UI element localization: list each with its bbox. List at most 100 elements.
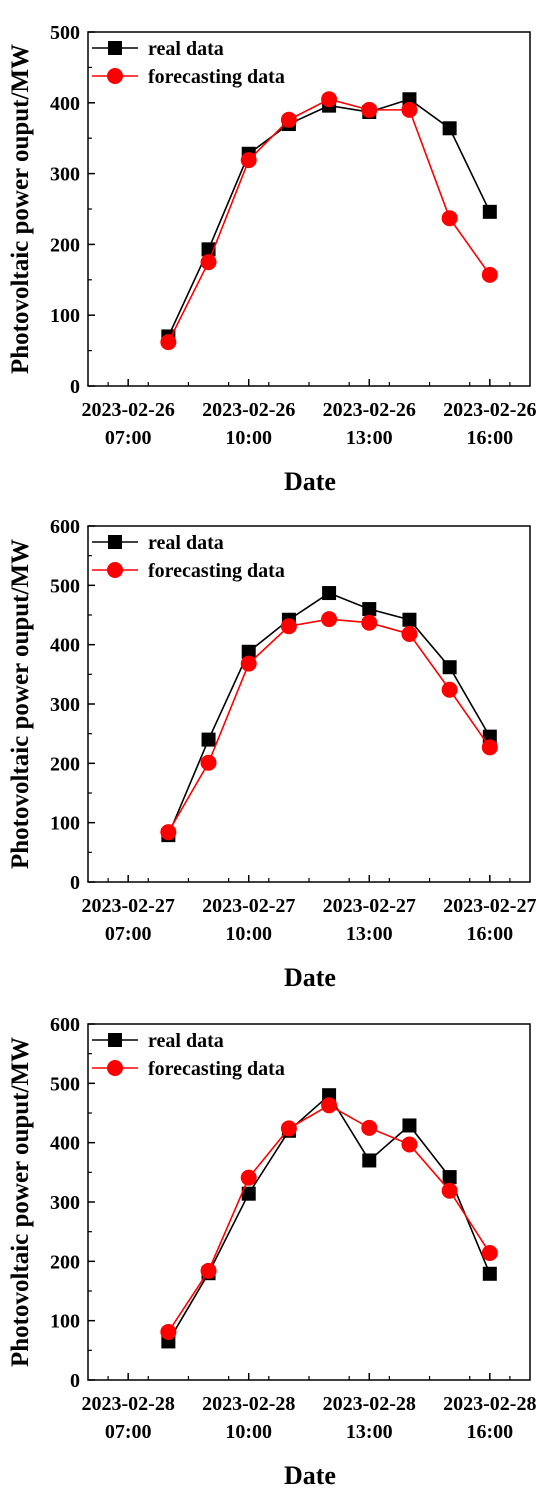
y-tick-label: 200 xyxy=(50,1251,80,1273)
x-axis-title: Date xyxy=(284,467,336,496)
data-point xyxy=(482,204,497,219)
data-point xyxy=(401,101,418,118)
legend-marker xyxy=(107,562,123,578)
x-tick-date: 2023-02-28 xyxy=(323,1393,416,1415)
series-forecasting-data xyxy=(160,1097,498,1340)
data-point xyxy=(241,1186,256,1201)
data-point xyxy=(441,1182,458,1199)
x-tick-date: 2023-02-26 xyxy=(82,399,175,421)
y-tick-label: 500 xyxy=(50,22,80,44)
data-point xyxy=(442,660,457,675)
x-tick-time: 13:00 xyxy=(346,923,393,945)
data-point xyxy=(401,1136,418,1153)
series-line xyxy=(167,618,491,833)
data-point xyxy=(481,266,498,283)
x-tick-time: 16:00 xyxy=(466,923,513,945)
y-tick-label: 400 xyxy=(50,635,80,657)
x-tick-date: 2023-02-27 xyxy=(202,895,295,917)
x-tick-date: 2023-02-26 xyxy=(443,399,536,421)
legend: real data forecasting data xyxy=(92,532,285,582)
data-point xyxy=(240,1169,257,1186)
chart-panel-3: 0 100 200 300 400 500 600 2023-02-28 07:00 2023-0… xyxy=(7,1014,536,1490)
data-point xyxy=(361,1119,378,1136)
data-point xyxy=(280,111,297,128)
data-point xyxy=(201,732,216,747)
y-tick-label: 0 xyxy=(70,1370,80,1392)
y-axis-title: Photovoltaic power ouput/MW xyxy=(7,539,34,869)
x-tick-time: 07:00 xyxy=(105,923,152,945)
y-tick-label: 600 xyxy=(50,516,80,538)
series-line xyxy=(167,98,491,337)
x-tick-date: 2023-02-28 xyxy=(202,1393,295,1415)
legend-marker xyxy=(107,68,123,84)
data-point xyxy=(402,612,417,627)
series-forecasting-data xyxy=(160,611,498,841)
data-point xyxy=(321,611,338,628)
y-tick-label: 300 xyxy=(50,1192,80,1214)
data-point xyxy=(482,1266,497,1281)
y-tick-label: 400 xyxy=(50,93,80,115)
x-tick-time: 16:00 xyxy=(466,427,513,449)
data-point xyxy=(442,121,457,136)
x-tick-date: 2023-02-27 xyxy=(323,895,416,917)
data-point xyxy=(321,1097,338,1114)
series-forecasting-data xyxy=(160,91,498,351)
series-real-data xyxy=(161,1088,497,1349)
series-line xyxy=(167,592,491,836)
y-tick-label: 0 xyxy=(70,872,80,894)
y-tick-label: 200 xyxy=(50,234,80,256)
x-tick-date: 2023-02-27 xyxy=(82,895,175,917)
y-tick-label: 0 xyxy=(70,376,80,398)
x-tick-time: 10:00 xyxy=(225,923,272,945)
x-tick-date: 2023-02-26 xyxy=(202,399,295,421)
legend-label: real data xyxy=(148,1030,224,1052)
legend: real data forecasting data xyxy=(92,1030,285,1080)
x-tick-time: 07:00 xyxy=(105,427,152,449)
x-tick-date: 2023-02-27 xyxy=(443,895,536,917)
data-point xyxy=(361,101,378,118)
legend-label: forecasting data xyxy=(148,560,285,582)
y-axis-title: Photovoltaic power ouput/MW xyxy=(7,44,34,374)
data-point xyxy=(280,1120,297,1137)
data-point xyxy=(241,644,256,659)
data-point xyxy=(322,586,337,601)
y-tick-label: 100 xyxy=(50,813,80,835)
data-point xyxy=(441,210,458,227)
data-point xyxy=(160,824,177,841)
data-point xyxy=(160,1323,177,1340)
y-tick-label: 500 xyxy=(50,1073,80,1095)
y-tick-label: 200 xyxy=(50,753,80,775)
x-tick-time: 13:00 xyxy=(346,1421,393,1443)
data-point xyxy=(280,618,297,635)
data-point xyxy=(160,334,177,351)
legend-marker xyxy=(108,1033,122,1047)
legend: real data forecasting data xyxy=(92,38,285,88)
series-line xyxy=(167,98,491,343)
data-point xyxy=(200,254,217,271)
y-tick-label: 300 xyxy=(50,164,80,186)
legend-label: real data xyxy=(148,532,224,554)
data-point xyxy=(442,1170,457,1185)
x-axis-title: Date xyxy=(284,963,336,992)
series-line xyxy=(167,1104,491,1333)
legend-marker xyxy=(108,41,122,55)
data-point xyxy=(240,655,257,672)
data-point xyxy=(200,1262,217,1279)
y-tick-label: 400 xyxy=(50,1133,80,1155)
x-tick-date: 2023-02-28 xyxy=(443,1393,536,1415)
data-point xyxy=(362,602,377,617)
x-tick-time: 10:00 xyxy=(225,427,272,449)
series-line xyxy=(167,1093,491,1342)
y-tick-label: 300 xyxy=(50,694,80,716)
data-point xyxy=(321,91,338,108)
data-point xyxy=(240,152,257,169)
data-point xyxy=(481,1245,498,1262)
data-point xyxy=(401,625,418,642)
legend-marker xyxy=(108,535,122,549)
data-point xyxy=(481,739,498,756)
chart-panel-1: 0 100 200 300 400 500 2023-02-26 07:00 2023-02-2… xyxy=(7,22,536,496)
x-tick-time: 07:00 xyxy=(105,1421,152,1443)
data-point xyxy=(361,614,378,631)
legend-marker xyxy=(107,1060,123,1076)
y-tick-label: 600 xyxy=(50,1014,80,1036)
